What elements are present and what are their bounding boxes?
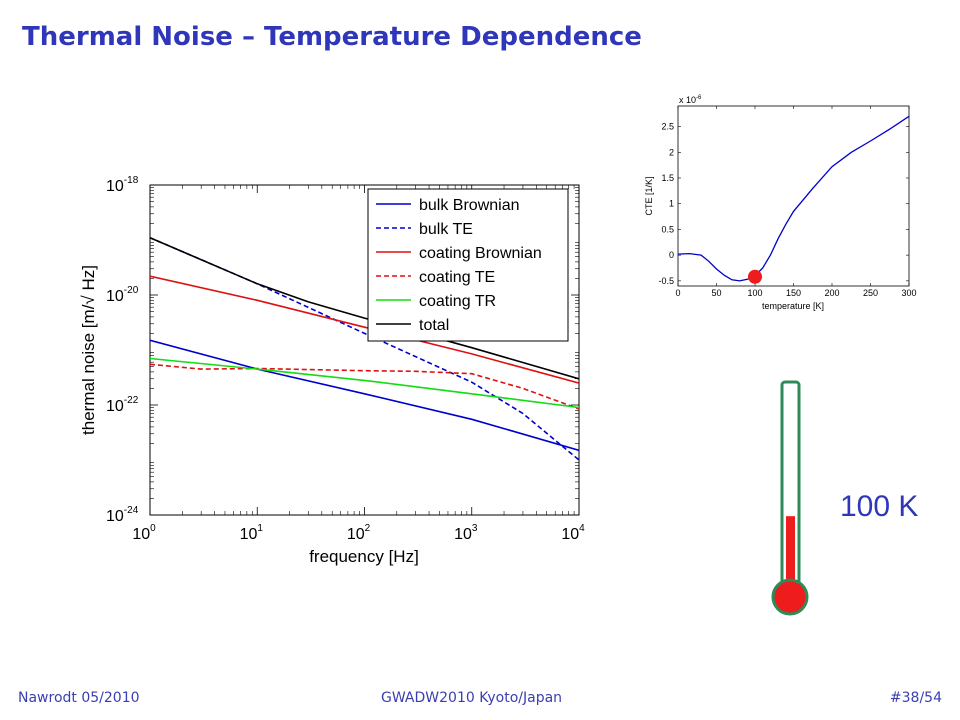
inset-x-tick-label: 50 bbox=[711, 288, 721, 298]
series-line-coating-tr bbox=[150, 357, 579, 409]
main-y-tick-label: 10-24 bbox=[106, 505, 139, 525]
inset-x-tick-label: 200 bbox=[824, 288, 839, 298]
cte-curve bbox=[677, 115, 910, 282]
inset-x-tick-label: 150 bbox=[786, 288, 801, 298]
slide-title: Thermal Noise – Temperature Dependence bbox=[22, 22, 642, 52]
series-line-bulk-brownian bbox=[150, 339, 579, 452]
legend-entry: bulk Brownian bbox=[419, 197, 520, 214]
main-x-tick-label: 100 bbox=[132, 523, 156, 543]
footer-page-number: #38/54 bbox=[889, 690, 942, 706]
main-y-axis-label: thermal noise [m/√ Hz] bbox=[79, 265, 98, 435]
legend-entry: total bbox=[419, 317, 449, 334]
inset-y-tick-label: 2.5 bbox=[661, 122, 674, 132]
series-line-total bbox=[150, 236, 579, 380]
inset-y-tick-label: 2 bbox=[669, 147, 674, 157]
temperature-label: 100 K bbox=[840, 490, 919, 523]
legend-entry: bulk TE bbox=[419, 221, 473, 238]
inset-x-tick-label: 0 bbox=[675, 288, 680, 298]
inset-y-tick-label: 1.5 bbox=[661, 173, 674, 183]
inset-y-tick-label: -0.5 bbox=[658, 276, 674, 286]
inset-x-axis-label: temperature [K] bbox=[762, 301, 824, 311]
inset-y-axis-label: CTE [1/K] bbox=[644, 176, 654, 215]
inset-plot-area bbox=[677, 105, 910, 287]
inset-x-tick-label: 100 bbox=[747, 288, 762, 298]
main-y-ticks: 10-18 10-20 10-22 10-24 bbox=[106, 175, 579, 525]
thermometer-bulb bbox=[771, 578, 809, 616]
footer-conference: GWADW2010 Kyoto/Japan bbox=[381, 690, 563, 706]
main-y-tick-label: 10-22 bbox=[106, 395, 139, 415]
legend-entry: coating TE bbox=[419, 269, 495, 286]
main-x-tick-label: 103 bbox=[454, 523, 478, 543]
temperature-marker bbox=[748, 269, 762, 284]
main-y-tick-label: 10-20 bbox=[106, 285, 139, 305]
series-line-coating-te bbox=[150, 363, 579, 410]
inset-y-tick-label: 1 bbox=[669, 199, 674, 209]
inset-scale-note: x 10-6 bbox=[679, 95, 702, 105]
main-x-axis-label: frequency [Hz] bbox=[309, 547, 419, 566]
series-line-coating-brownian bbox=[150, 275, 579, 384]
inset-ticks: 0 50 100 150 200 250 300-0.500.511.522.5 bbox=[658, 106, 917, 298]
inset-x-tick-label: 300 bbox=[901, 288, 916, 298]
main-legend: bulk Brownian bulk TE coating Brownian coat… bbox=[367, 188, 569, 342]
main-x-ticks: 100 101 102 103 104 bbox=[132, 185, 585, 543]
footer-author: Nawrodt 05/2010 bbox=[18, 690, 140, 706]
main-x-tick-label: 101 bbox=[240, 523, 264, 543]
thermometer-fluid bbox=[786, 516, 795, 596]
main-x-tick-label: 102 bbox=[347, 523, 371, 543]
main-y-tick-label: 10-18 bbox=[106, 175, 139, 195]
main-x-tick-label: 104 bbox=[561, 523, 585, 543]
inset-y-tick-label: 0.5 bbox=[661, 224, 674, 234]
main-minor-ticks bbox=[150, 185, 579, 515]
inset-y-tick-label: 0 bbox=[669, 250, 674, 260]
legend-entry: coating TR bbox=[419, 293, 496, 310]
legend-entry: coating Brownian bbox=[419, 245, 542, 262]
inset-x-tick-label: 250 bbox=[863, 288, 878, 298]
